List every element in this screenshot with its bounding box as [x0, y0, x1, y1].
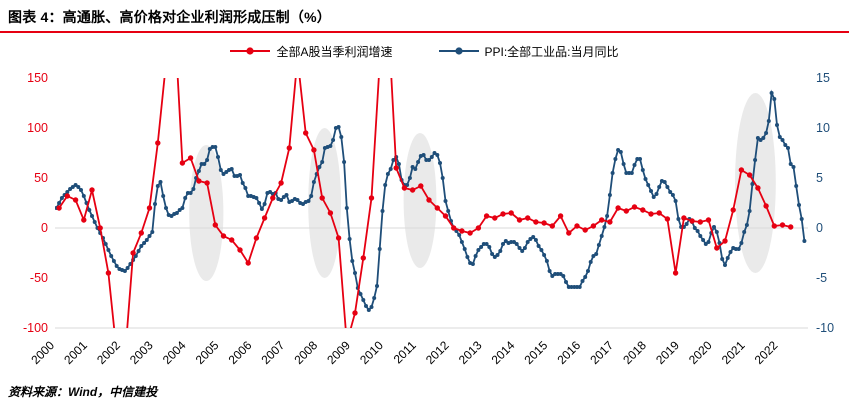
x-axis-label: 2008 — [291, 338, 320, 367]
x-axis-label: 2019 — [653, 338, 682, 367]
legend-item-profit: 全部A股当季利润增速 — [230, 43, 393, 60]
x-axis-label: 2013 — [456, 338, 485, 367]
x-axis-label: 2021 — [719, 338, 748, 367]
legend-label-profit: 全部A股当季利润增速 — [276, 44, 393, 59]
x-axis-label: 2022 — [752, 338, 781, 367]
x-axis-label: 2010 — [357, 338, 386, 367]
right-axis-tick: 0 — [816, 221, 823, 235]
left-axis-tick: 50 — [34, 171, 48, 185]
x-axis-label: 2003 — [127, 338, 156, 367]
left-axis-tick: 150 — [27, 71, 48, 85]
left-axis-tick: 0 — [41, 221, 48, 235]
right-axis-tick: 10 — [816, 121, 830, 135]
left-axis-tick: 100 — [27, 121, 48, 135]
legend-item-ppi: PPI:全部工业品:当月同比 — [438, 43, 619, 60]
x-axis-label: 2011 — [391, 338, 419, 366]
chart-legend: 全部A股当季利润增速 PPI:全部工业品:当月同比 — [0, 41, 849, 61]
x-axis-label: 2009 — [324, 338, 353, 367]
title-rule — [0, 31, 849, 33]
x-axis-label: 2015 — [522, 338, 551, 367]
x-axis-label: 2000 — [28, 338, 57, 367]
legend-label-ppi: PPI:全部工业品:当月同比 — [484, 44, 619, 59]
profit-series-line — [56, 78, 794, 328]
x-axis-label: 2006 — [226, 338, 255, 367]
figure-title: 图表 4：高通胀、高价格对企业利润形成压制（%） — [8, 9, 331, 25]
x-axis-label: 2016 — [554, 338, 583, 367]
x-axis-label: 2018 — [620, 338, 649, 367]
source-note: 资料来源：Wind，中信建投 — [8, 385, 158, 399]
right-axis-tick: -10 — [816, 321, 834, 335]
right-axis-tick: 5 — [816, 171, 823, 185]
left-axis-tick: -50 — [30, 271, 48, 285]
x-axis-label: 2017 — [587, 338, 616, 367]
figure-footer: 资料来源：Wind，中信建投 — [0, 373, 849, 401]
x-axis-label: 2012 — [423, 338, 452, 367]
x-axis-label: 2007 — [259, 338, 288, 367]
legend-line-dot-icon — [438, 47, 479, 55]
x-axis-label: 2001 — [61, 338, 90, 367]
x-axis-label: 2005 — [193, 338, 222, 367]
highlight-ellipse — [189, 145, 224, 281]
right-axis-tick: -5 — [816, 271, 827, 285]
right-axis-tick: 15 — [816, 71, 830, 85]
x-axis-label: 2002 — [94, 338, 123, 367]
legend-line-dot-icon — [230, 47, 271, 55]
chart-area: 150 100 50 0 -50 -100 15 10 5 0 -5 -10 2000 2001 2002 2… — [0, 63, 849, 373]
figure-header: 图表 4：高通胀、高价格对企业利润形成压制（%） — [0, 0, 849, 31]
x-axis-label: 2020 — [686, 338, 715, 367]
x-axis-label: 2004 — [160, 338, 189, 367]
x-axis-label: 2014 — [489, 338, 518, 367]
left-axis-tick: -100 — [23, 321, 48, 335]
